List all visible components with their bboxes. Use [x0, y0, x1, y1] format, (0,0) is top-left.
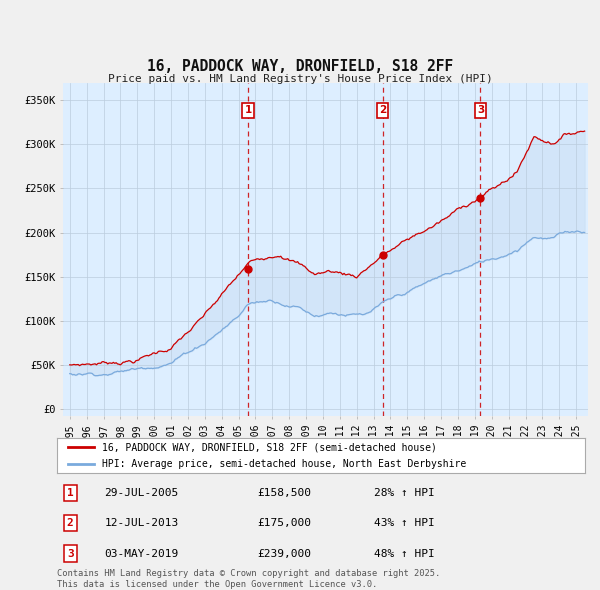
- Text: 3: 3: [477, 106, 484, 115]
- Text: 48% ↑ HPI: 48% ↑ HPI: [374, 549, 434, 559]
- Text: 16, PADDOCK WAY, DRONFIELD, S18 2FF: 16, PADDOCK WAY, DRONFIELD, S18 2FF: [147, 59, 453, 74]
- Text: 3: 3: [67, 549, 74, 559]
- Text: 2: 2: [379, 106, 386, 115]
- Text: £175,000: £175,000: [257, 518, 311, 527]
- Text: 16, PADDOCK WAY, DRONFIELD, S18 2FF (semi-detached house): 16, PADDOCK WAY, DRONFIELD, S18 2FF (sem…: [102, 442, 437, 453]
- Text: 1: 1: [245, 106, 252, 115]
- Text: 2: 2: [67, 518, 74, 527]
- Text: HPI: Average price, semi-detached house, North East Derbyshire: HPI: Average price, semi-detached house,…: [102, 460, 466, 469]
- Text: £158,500: £158,500: [257, 488, 311, 498]
- Text: 1: 1: [67, 488, 74, 498]
- Text: 28% ↑ HPI: 28% ↑ HPI: [374, 488, 434, 498]
- Text: 12-JUL-2013: 12-JUL-2013: [104, 518, 179, 527]
- Text: Price paid vs. HM Land Registry's House Price Index (HPI): Price paid vs. HM Land Registry's House …: [107, 74, 493, 84]
- Text: 43% ↑ HPI: 43% ↑ HPI: [374, 518, 434, 527]
- Text: £239,000: £239,000: [257, 549, 311, 559]
- Text: 03-MAY-2019: 03-MAY-2019: [104, 549, 179, 559]
- Text: Contains HM Land Registry data © Crown copyright and database right 2025.
This d: Contains HM Land Registry data © Crown c…: [57, 569, 440, 589]
- Text: 29-JUL-2005: 29-JUL-2005: [104, 488, 179, 498]
